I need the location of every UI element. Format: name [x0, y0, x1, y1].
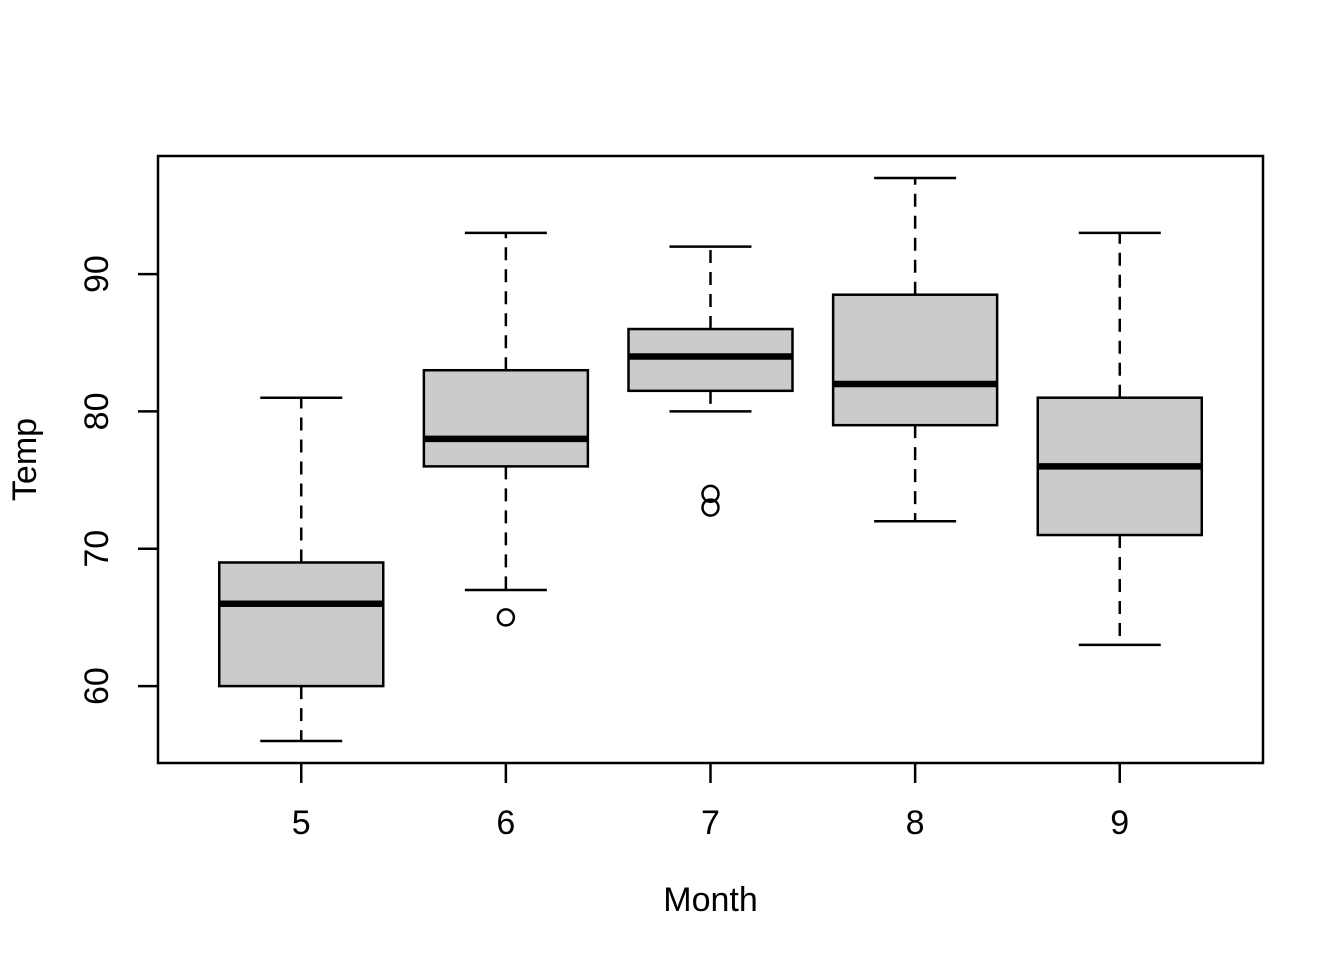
iqr-box — [422, 368, 590, 468]
box-month-8 — [831, 176, 999, 523]
x-axis-title: Month — [663, 881, 758, 919]
iqr-box — [627, 327, 794, 393]
y-axis-title: Temp — [6, 418, 44, 501]
x-tick-label-6: 6 — [496, 804, 515, 842]
x-tick-label-5: 5 — [292, 804, 311, 842]
y-tick-label-60: 60 — [78, 667, 116, 705]
x-tick-label-8: 8 — [906, 804, 925, 842]
x-tick-label-7: 7 — [701, 804, 720, 842]
y-tick-label-70: 70 — [78, 530, 116, 568]
outlier-point — [701, 484, 720, 504]
y-tick-label-80: 80 — [78, 393, 116, 431]
iqr-box — [217, 561, 385, 688]
plot-area: 60 70 80 90 5 6 7 8 9 — [78, 154, 1265, 842]
box-month-5 — [217, 396, 385, 743]
y-tick-label-90: 90 — [78, 255, 116, 293]
box-month-7 — [627, 245, 794, 517]
iqr-box — [831, 293, 999, 427]
box-month-6 — [422, 231, 590, 627]
x-tick-label-9: 9 — [1110, 804, 1129, 842]
box-month-9 — [1036, 231, 1204, 647]
outlier-point — [496, 608, 516, 627]
outlier-point — [701, 498, 720, 517]
